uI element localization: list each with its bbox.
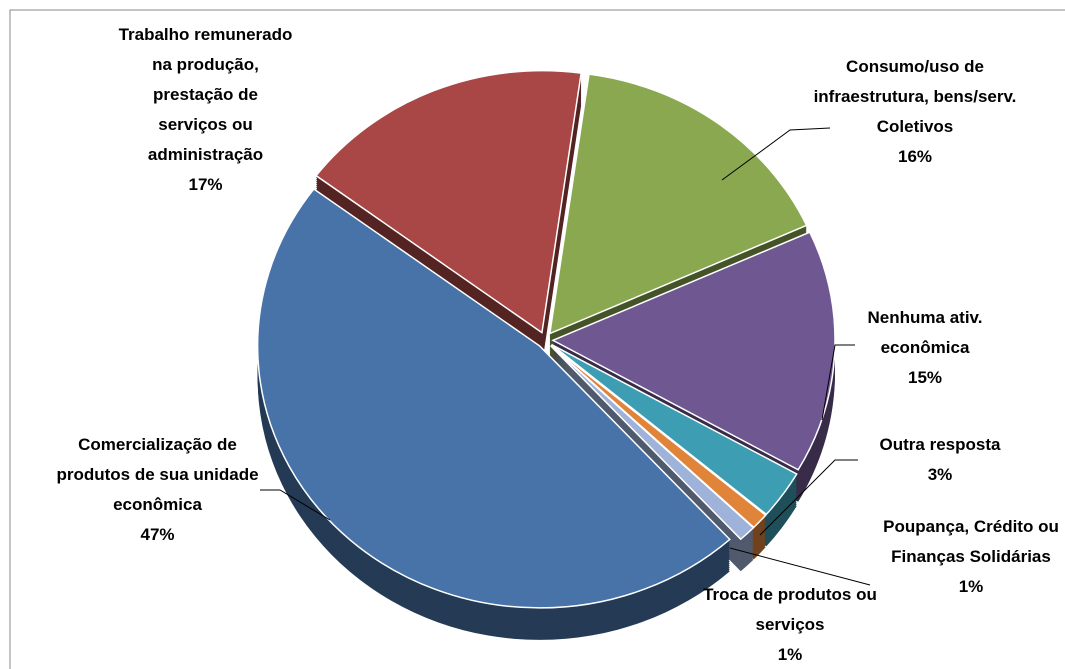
value-label: 15%: [907, 368, 943, 387]
value-label: 17%: [188, 175, 223, 194]
category-label: Comercialização de produtos de sua unida…: [56, 435, 259, 514]
slice: [550, 345, 755, 541]
slice: [551, 343, 798, 516]
category-label: Outra resposta: [879, 435, 1001, 454]
leader-line: [821, 344, 855, 421]
category-label: Nenhuma ativ. econômica: [867, 308, 983, 357]
slice: [315, 69, 583, 334]
value-label: 47%: [140, 525, 175, 544]
leaders: [260, 127, 871, 586]
leader-line: [729, 547, 871, 586]
leader-line: [759, 459, 858, 536]
value-label: 16%: [897, 147, 933, 166]
frame: [9, 9, 1065, 669]
slice: [548, 73, 808, 335]
slice-label: Nenhuma ativ. econômica 15%: [845, 303, 1005, 393]
leader-line: [260, 489, 331, 521]
slice: [256, 187, 731, 609]
category-label: Consumo/uso de infraestrutura, bens/serv…: [813, 57, 1017, 136]
value-label: 1%: [958, 577, 984, 596]
category-label: Poupança, Crédito ou Finanças Solidárias: [883, 517, 1059, 566]
leader-line: [721, 127, 831, 181]
slice-label: Poupança, Crédito ou Finanças Solidárias…: [880, 512, 1062, 602]
slice-label: Consumo/uso de infraestrutura, bens/serv…: [805, 52, 1025, 172]
slice-label: Outra resposta 3%: [850, 430, 1030, 490]
slice-label: Trabalho remunerado na produção, prestaç…: [118, 20, 293, 200]
slice: [551, 231, 836, 471]
category-label: Trabalho remunerado na produção, prestaç…: [118, 25, 293, 164]
value-label: 3%: [927, 465, 953, 484]
category-label: Troca de produtos ou serviços: [703, 585, 877, 634]
slice-label: Comercialização de produtos de sua unida…: [45, 430, 270, 550]
slice-label: Troca de produtos ou serviços 1%: [685, 580, 895, 669]
value-label: 1%: [777, 645, 803, 664]
